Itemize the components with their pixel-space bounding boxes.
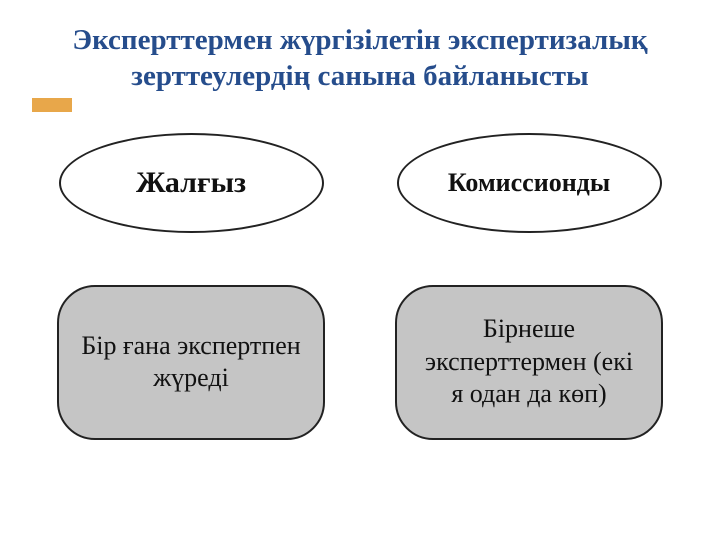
diagram-content: Жалғыз Бір ғана экспертпен жүреді Комисс… — [0, 103, 720, 440]
box-single: Бір ғана экспертпен жүреді — [57, 285, 325, 440]
box-commission-label: Бірнеше эксперттермен (екі я одан да көп… — [419, 313, 639, 411]
box-single-label: Бір ғана экспертпен жүреді — [81, 330, 301, 395]
title-area: Эксперттермен жүргізілетін экспертизалық… — [0, 0, 720, 103]
accent-bar — [32, 98, 72, 112]
ellipse-single-label: Жалғыз — [136, 166, 246, 200]
page-title: Эксперттермен жүргізілетін экспертизалық… — [40, 22, 680, 95]
box-commission: Бірнеше эксперттермен (екі я одан да көп… — [395, 285, 663, 440]
column-left: Жалғыз Бір ғана экспертпен жүреді — [57, 133, 325, 440]
ellipse-commission-label: Комиссионды — [448, 168, 610, 198]
ellipse-single: Жалғыз — [59, 133, 324, 233]
column-right: Комиссионды Бірнеше эксперттермен (екі я… — [395, 133, 663, 440]
ellipse-commission: Комиссионды — [397, 133, 662, 233]
